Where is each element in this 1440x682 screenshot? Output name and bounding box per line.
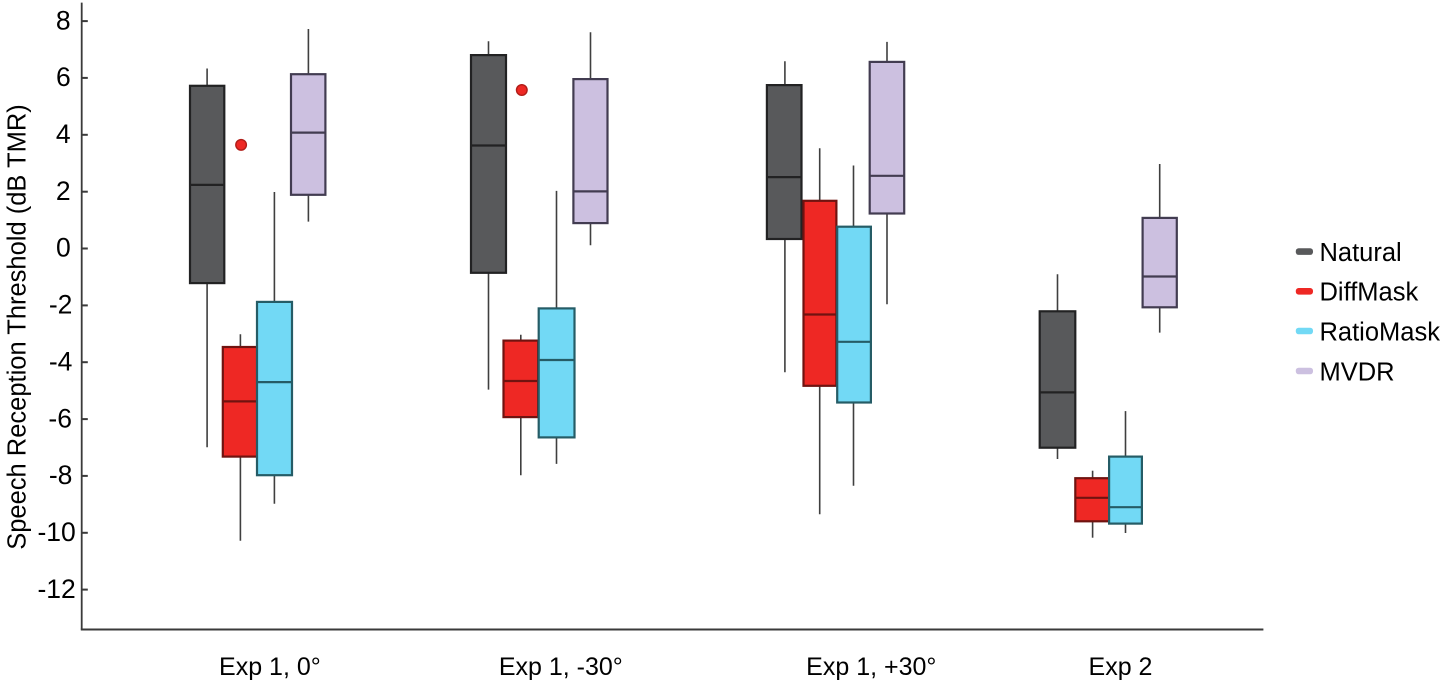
svg-text:Exp 1, 0°: Exp 1, 0° [219,653,321,681]
svg-text:DiffMask: DiffMask [1320,279,1419,307]
svg-text:-10: -10 [37,517,75,547]
svg-text:8: 8 [56,5,71,35]
svg-text:Exp 1, +30°: Exp 1, +30° [806,653,936,681]
svg-text:Speech Reception Threshold (dB: Speech Reception Threshold (dB TMR) [4,104,32,550]
svg-text:-12: -12 [37,574,75,604]
svg-text:-6: -6 [48,403,72,433]
svg-text:6: 6 [56,62,71,92]
svg-text:Natural: Natural [1320,239,1402,267]
svg-text:-2: -2 [49,290,73,320]
svg-text:2: 2 [56,176,71,206]
svg-text:-4: -4 [49,346,73,376]
svg-text:0: 0 [56,233,71,263]
svg-text:RatioMask: RatioMask [1320,318,1440,346]
svg-text:Exp 1, -30°: Exp 1, -30° [499,653,623,681]
svg-text:-8: -8 [49,460,73,490]
svg-text:MVDR: MVDR [1320,358,1395,386]
svg-text:4: 4 [56,119,71,149]
svg-text:Exp 2: Exp 2 [1089,653,1153,681]
